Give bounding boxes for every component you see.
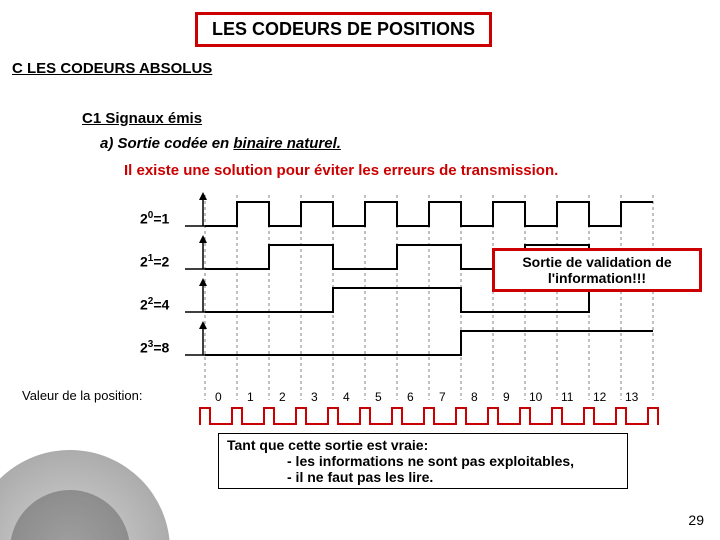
- position-number: 3: [311, 390, 318, 404]
- explain-line1: Tant que cette sortie est vraie:: [227, 437, 428, 453]
- explain-line2: - les informations ne sont pas exploitab…: [227, 453, 619, 469]
- callout-line1: Sortie de validation de: [522, 254, 671, 270]
- explanation-box: Tant que cette sortie est vraie: - les i…: [218, 433, 628, 489]
- position-number: 10: [529, 390, 542, 404]
- position-number: 1: [247, 390, 254, 404]
- callout-line2: l'information!!!: [548, 270, 646, 286]
- position-number: 6: [407, 390, 414, 404]
- position-number: 13: [625, 390, 638, 404]
- position-number: 9: [503, 390, 510, 404]
- position-number: 4: [343, 390, 350, 404]
- position-number: 0: [215, 390, 222, 404]
- explain-line3: - il ne faut pas les lire.: [227, 469, 619, 485]
- position-number: 11: [561, 390, 573, 404]
- position-number: 7: [439, 390, 446, 404]
- position-number: 8: [471, 390, 478, 404]
- validation-callout: Sortie de validation de l'information!!!: [492, 248, 702, 292]
- position-number: 5: [375, 390, 382, 404]
- position-number: 2: [279, 390, 286, 404]
- page-number: 29: [688, 512, 704, 528]
- position-number: 12: [593, 390, 606, 404]
